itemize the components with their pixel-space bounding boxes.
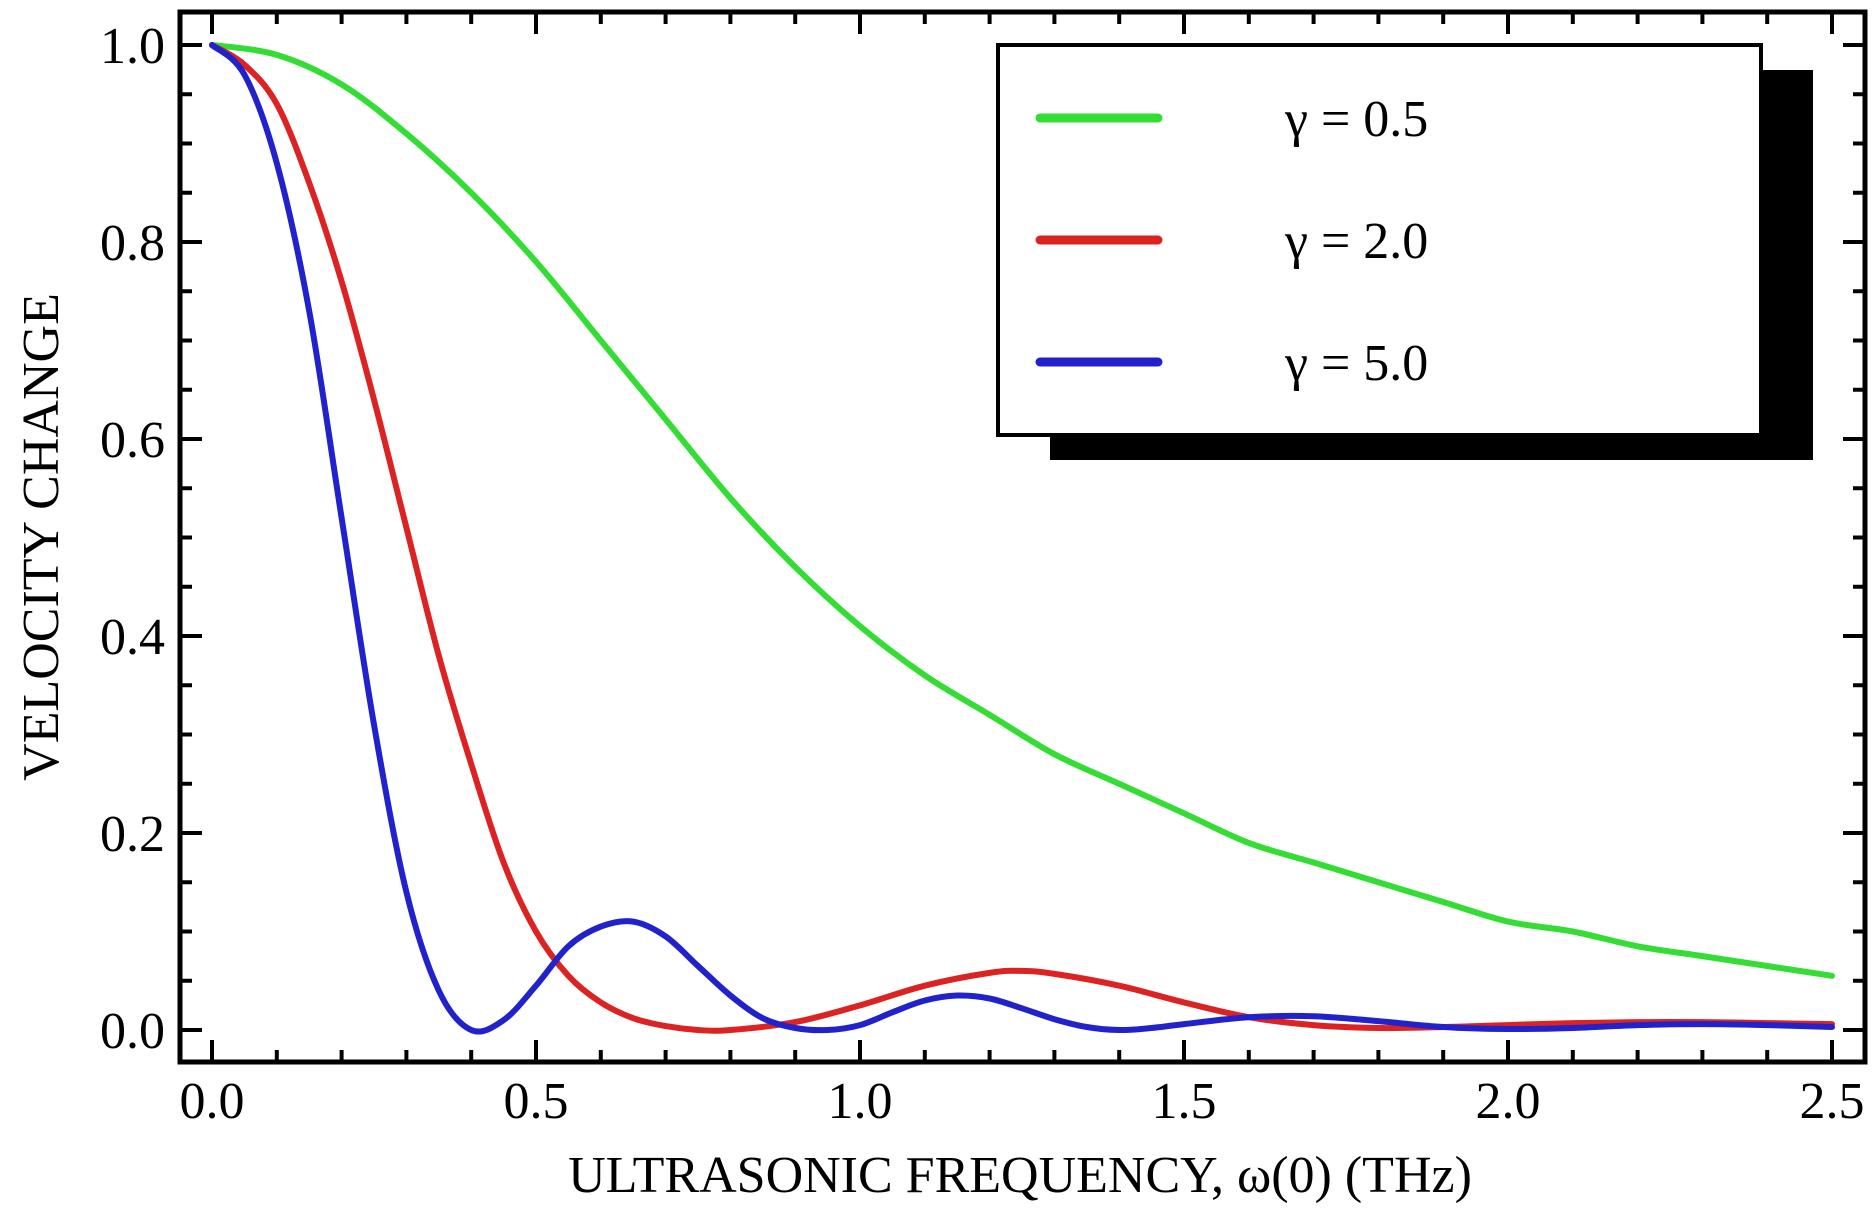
legend: γ = 0.5 γ = 2.0 γ = 5.0: [996, 43, 1813, 460]
y-tick-label: 0.8: [100, 215, 165, 272]
x-tick-label: 1.5: [1152, 1073, 1217, 1130]
tick-labels: 0.0 0.5 1.0 1.5 2.0 2.5 0.0 0.2 0.4 0.6 0.8 1.0: [100, 18, 1865, 1130]
legend-label-2: γ = 2.0: [1284, 213, 1428, 270]
tick-marks: [180, 12, 1865, 1062]
y-tick-label: 0.6: [100, 412, 165, 469]
y-tick-label: 0.2: [100, 806, 165, 863]
y-tick-label: 0.0: [100, 1003, 165, 1060]
series-lines: [209, 42, 1835, 1035]
x-tick-label: 2.0: [1476, 1073, 1541, 1130]
x-tick-label: 0.5: [504, 1073, 569, 1130]
legend-entries: γ = 0.5 γ = 2.0 γ = 5.0: [1035, 91, 1428, 392]
legend-label-1: γ = 0.5: [1284, 91, 1428, 148]
y-tick-label: 1.0: [100, 18, 165, 75]
x-tick-label: 1.0: [828, 1073, 893, 1130]
series-line-3: [209, 42, 1835, 1035]
y-axis-title: VELOCITY CHANGE: [13, 293, 70, 781]
series-line-1: [209, 42, 1835, 979]
y-tick-label: 0.4: [100, 609, 165, 666]
x-axis-title: ULTRASONIC FREQUENCY, ω(0) (THz): [568, 1147, 1472, 1204]
x-tick-label: 0.0: [180, 1073, 245, 1130]
legend-label-3: γ = 5.0: [1284, 335, 1428, 392]
x-tick-label: 2.5: [1800, 1073, 1865, 1130]
